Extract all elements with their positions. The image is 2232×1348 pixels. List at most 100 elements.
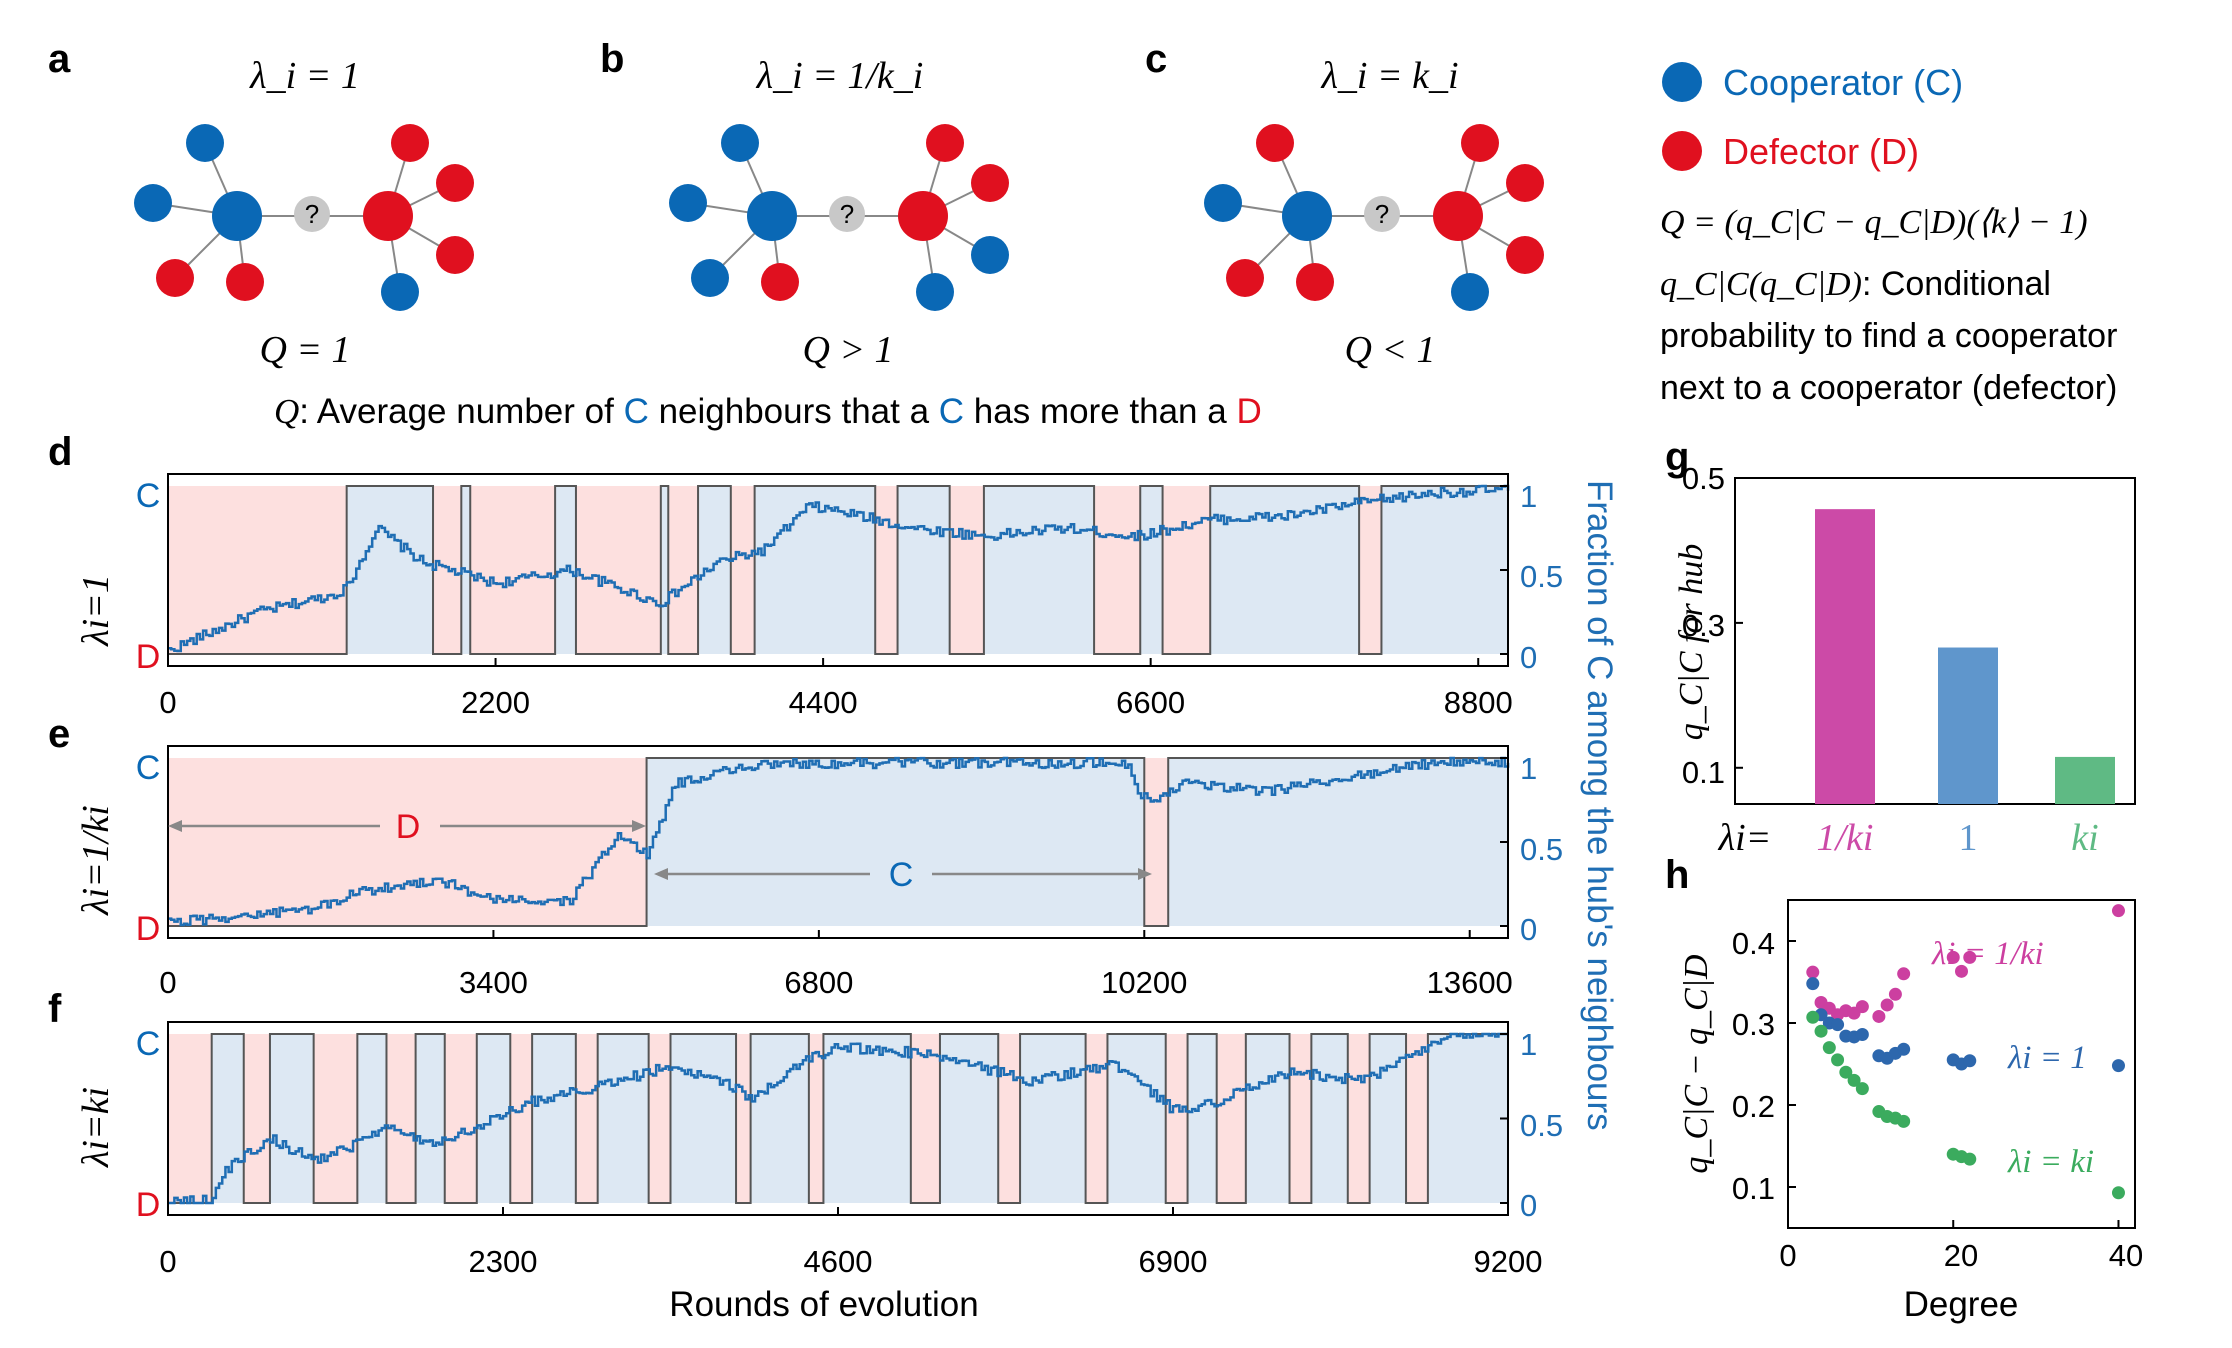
panel-label-h: h [1665,853,1689,897]
panel-a: a λ_i = 1 ? Q = 1 [48,37,474,371]
panel-h-xtick: 0 [1779,1238,1796,1273]
panel-h-ytick: 0.4 [1732,926,1775,961]
panel-e-xtick: 6800 [784,965,853,1000]
cooperator-node [134,184,172,222]
defector-node [1256,124,1294,162]
unknown-node-label: ? [1375,199,1389,229]
panel-d: d λi=1 C D 0 2200 4400 6600 8800 1 0.5 0 [48,430,1563,720]
panel-f-xtick: 0 [159,1244,176,1279]
panel-g-axes [1734,477,2136,805]
panel-f-ylabel: λi=ki [75,1087,117,1168]
panel-b: b λ_i = 1/k_i ? Q > 1 [600,37,1009,371]
hub-defector-interval [575,1034,598,1203]
hub-cooperator-interval [1140,486,1163,654]
panel-g-category: 1 [1959,817,1978,859]
panel-h: h 0.4 0.3 0.2 0.1 0 20 40 Degree q_C|C −… [1665,853,2143,1324]
q-caption-d: D [1236,392,1261,431]
panel-f-xtick: 6900 [1139,1244,1208,1279]
hub-state-step-line [168,485,1508,655]
scatter-point-series-1 [2111,1059,2125,1073]
panel-h-series-label: λi = 1/ki [1931,936,2044,972]
cooperator-node [1204,184,1242,222]
hub-defector-interval [1406,1034,1428,1203]
cooperator-node [186,124,224,162]
hub-cooperator-interval [1187,1034,1217,1203]
hub-cooperator-interval [750,1034,809,1203]
q-caption-part-3: has more than a [964,392,1236,431]
panel-h-ytick: 0.2 [1732,1089,1775,1124]
hub-defector-interval [736,1034,751,1203]
fraction-cooperator-line [168,756,1510,927]
hub-cooperator-interval [476,1034,511,1203]
hub-cooperator-interval [1381,486,1508,654]
panel-label-f: f [48,987,62,1031]
hub-cooperator-interval [357,1034,387,1203]
network-b: ? [669,124,1009,311]
hub-cooperator-interval [1245,1034,1290,1203]
hub-defector-interval [243,1034,270,1203]
hub-defector-interval [875,486,898,654]
hub-defector-interval [1359,486,1382,654]
panel-e-rtick: 1 [1520,751,1537,786]
scatter-point-series-0 [2111,904,2125,918]
panel-h-xtick: 20 [1944,1238,1978,1273]
q-caption-symbol: Q [274,392,299,431]
defector-node [391,124,429,162]
panel-c: c λ_i = k_i ? Q < 1 [1145,37,1544,371]
scatter-point-series-0 [1946,950,1960,964]
cooperator-node [916,273,954,311]
defector-node [761,263,799,301]
panel-label-g: g [1665,435,1689,479]
scatter-point-series-2 [1814,1024,1828,1038]
panel-b-title: λ_i = 1/k_i [756,55,924,97]
defector-node [436,164,474,202]
cooperator-node [971,236,1009,274]
hub-cooperator-interval [532,1034,576,1203]
q-definition-line-1: q_C|C(q_C|D): Conditional [1660,265,2051,303]
hub-cooperator-interval [346,486,434,654]
hub-cooperator-interval [1210,486,1360,654]
panel-e-c-arrowhead-left [654,868,668,880]
panel-e-ylabel: λi=1/ki [75,805,117,916]
cooperator-node [381,273,419,311]
hub-defector-interval [998,1034,1021,1203]
panel-h-ytick: 0.1 [1732,1171,1775,1206]
panel-e-c-arrowhead-right [1138,868,1152,880]
hub-cooperator-interval [670,1034,737,1203]
scatter-point-series-1 [1855,1027,1869,1041]
panel-e-annotation-c: C [889,856,914,894]
panel-h-series-label: λi = ki [2007,1144,2094,1180]
panel-e-state-d: D [136,910,161,948]
scatter-point-series-0 [1855,1000,1869,1014]
panel-e-d-arrowhead-right [632,820,646,832]
panel-g-ytick: 0.3 [1682,608,1725,643]
hub-cooperator-interval [1427,1034,1508,1203]
cooperator-node [669,184,707,222]
scatter-point-series-2 [1897,1114,1911,1128]
hub-cooperator-interval [597,1034,649,1203]
hub-defector-interval [1165,1034,1188,1203]
defector-node [971,164,1009,202]
cooperator-hub-node [747,191,797,241]
unknown-node [294,196,330,232]
q-formula: Q = (q_C|C − q_C|D)(⟨k⟩ − 1) [1660,204,2088,241]
network-a: ? [134,124,474,311]
panel-f: f λi=ki C D 0 2300 4600 6900 9200 1 0.5 … [48,987,1563,1279]
panel-f-state-d: D [136,1186,161,1224]
hub-state-step-line [168,1033,1508,1204]
defector-node [436,236,474,274]
panel-g-category: ki [2071,817,2098,859]
hub-cooperator-interval [415,1034,445,1203]
panel-g: g 0.5 0.3 0.1 q_C|C for hub λi= 1/ki 1 k… [1665,435,2136,859]
hub-defector-interval [1094,486,1141,654]
hub-defector-interval [510,1034,533,1203]
q-definition-line-3: next to a cooperator (defector) [1660,369,2117,407]
panel-f-xtick: 2300 [469,1244,538,1279]
unknown-node [1364,196,1400,232]
q-caption-c2: C [939,392,964,431]
legend: Cooperator (C) Defector (D) Q = (q_C|C −… [1660,62,2117,407]
panel-a-title: λ_i = 1 [249,55,360,97]
hub-defector-interval [949,486,984,654]
q-caption-c1: C [624,392,649,431]
